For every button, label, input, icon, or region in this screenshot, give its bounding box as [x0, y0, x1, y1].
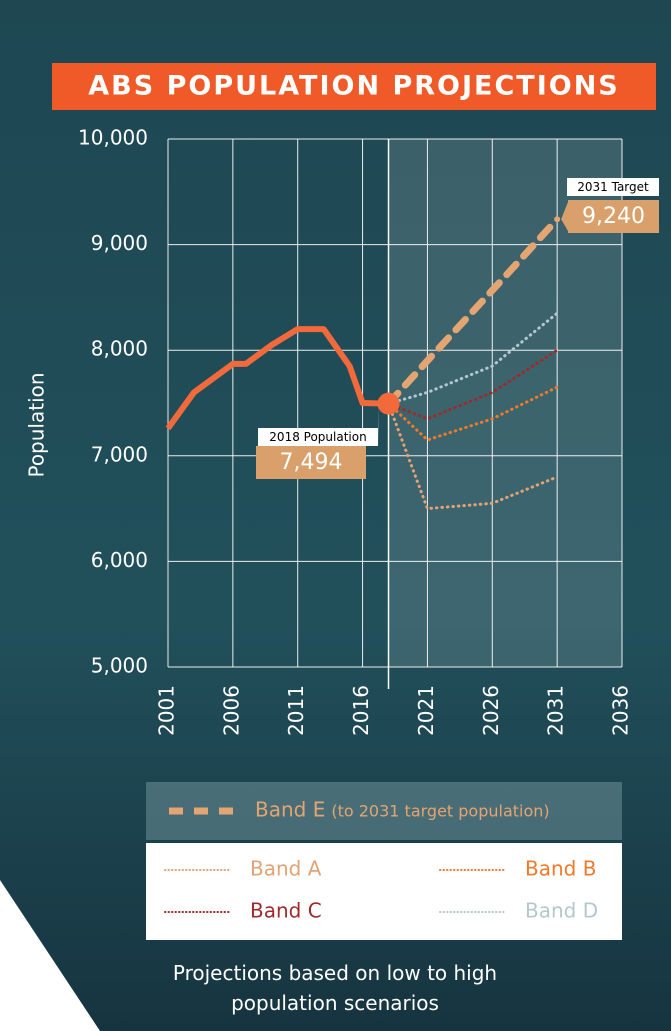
x-tick-label: 2006	[219, 685, 243, 736]
annotation-point	[378, 393, 400, 415]
y-tick-label: 7,000	[91, 442, 148, 466]
y-axis-label: Population	[25, 372, 49, 477]
y-tick-label: 6,000	[91, 548, 148, 572]
legend-note: (to 2031 target population)	[331, 802, 549, 821]
page: {"chart_data": {"type": "line", "title":…	[0, 0, 671, 1031]
legend-label: Band A	[250, 857, 322, 881]
chart-title: ABS POPULATION PROJECTIONS	[88, 71, 620, 102]
x-tick-label: 2036	[609, 685, 633, 736]
annotation-value: 7,494	[280, 450, 343, 475]
legend-label: Band E	[255, 798, 325, 822]
x-tick-label: 2001	[155, 685, 179, 736]
x-tick-label: 2031	[544, 685, 568, 736]
y-tick-label: 9,000	[91, 231, 148, 255]
legend-label: Band D	[525, 899, 598, 923]
y-tick-label: 5,000	[91, 654, 148, 678]
y-tick-label: 10,000	[78, 126, 148, 150]
chart: ABS POPULATION PROJECTIONS Population 5,…	[0, 0, 671, 1031]
y-tick-label: 8,000	[91, 337, 148, 361]
legend-label: Band C	[250, 899, 322, 923]
x-tick-label: 2016	[349, 685, 373, 736]
x-tick-label: 2026	[479, 685, 503, 736]
annotation-point	[554, 216, 560, 222]
legend-label: Band B	[525, 857, 596, 881]
annotation-label: 2018 Population	[269, 430, 366, 444]
x-tick-label: 2011	[284, 685, 308, 736]
annotation-value: 9,240	[582, 204, 645, 229]
x-tick-label: 2021	[414, 685, 438, 736]
annotation-label: 2031 Target	[577, 180, 649, 194]
footnote: Projections based on low to high populat…	[160, 958, 510, 1018]
